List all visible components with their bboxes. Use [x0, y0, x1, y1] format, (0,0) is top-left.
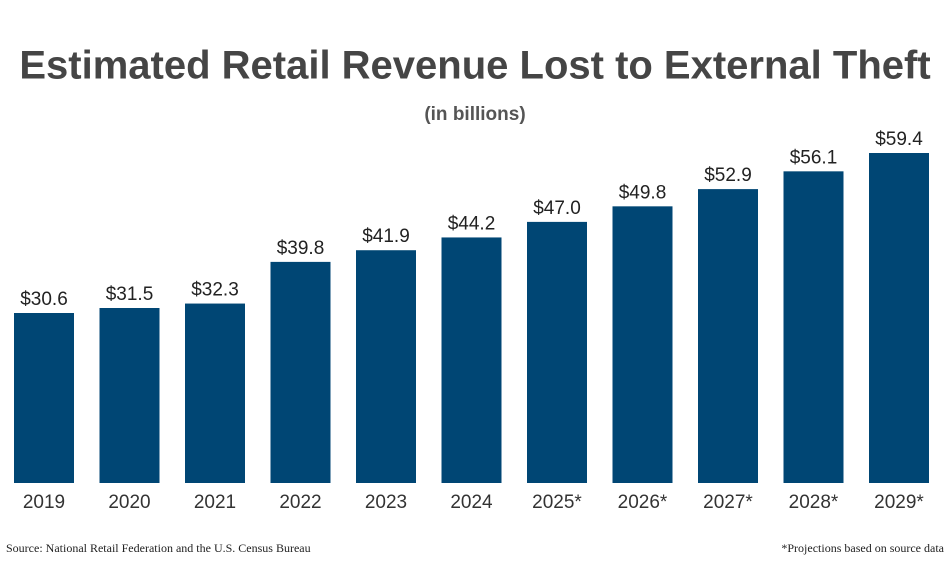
- chart-title: Estimated Retail Revenue Lost to Externa…: [19, 44, 930, 88]
- bar: [99, 308, 160, 483]
- x-tick-label: 2027*: [703, 492, 753, 513]
- x-tick-label: 2024: [450, 492, 493, 513]
- source: Source: National Retail Federation and t…: [6, 541, 311, 555]
- value-label: $39.8: [277, 238, 325, 259]
- value-label: $47.0: [533, 198, 581, 219]
- bar: [14, 313, 74, 483]
- bar: [869, 153, 929, 483]
- bar: [698, 189, 758, 483]
- x-tick-label: 2028*: [789, 492, 839, 513]
- value-label: $41.9: [362, 226, 410, 247]
- value-label: $49.8: [619, 182, 667, 203]
- value-label: $31.5: [106, 284, 154, 305]
- x-tick-label: 2029*: [874, 492, 924, 513]
- value-label: $59.4: [875, 129, 923, 150]
- x-tick-label: 2020: [108, 492, 150, 513]
- bar: [185, 303, 245, 483]
- x-tick-label: 2021: [194, 492, 236, 513]
- x-tick-label: 2019: [23, 492, 65, 513]
- value-label: $44.2: [448, 213, 496, 234]
- chart-subtitle: (in billions): [424, 104, 525, 125]
- bar: [270, 261, 331, 483]
- bar: [356, 250, 416, 483]
- value-label: $30.6: [20, 289, 68, 310]
- value-label: $56.1: [790, 147, 838, 168]
- value-label: $52.9: [704, 165, 752, 186]
- bar: [783, 171, 844, 484]
- bar: [441, 237, 502, 483]
- bar: [527, 221, 587, 483]
- x-tick-label: 2023: [365, 492, 407, 513]
- x-tick-label: 2026*: [618, 492, 668, 513]
- value-label: $32.3: [191, 280, 239, 301]
- footnote: *Projections based on source data: [781, 541, 944, 555]
- x-tick-label: 2025*: [532, 492, 582, 513]
- bar: [612, 206, 673, 484]
- x-tick-label: 2022: [279, 492, 321, 513]
